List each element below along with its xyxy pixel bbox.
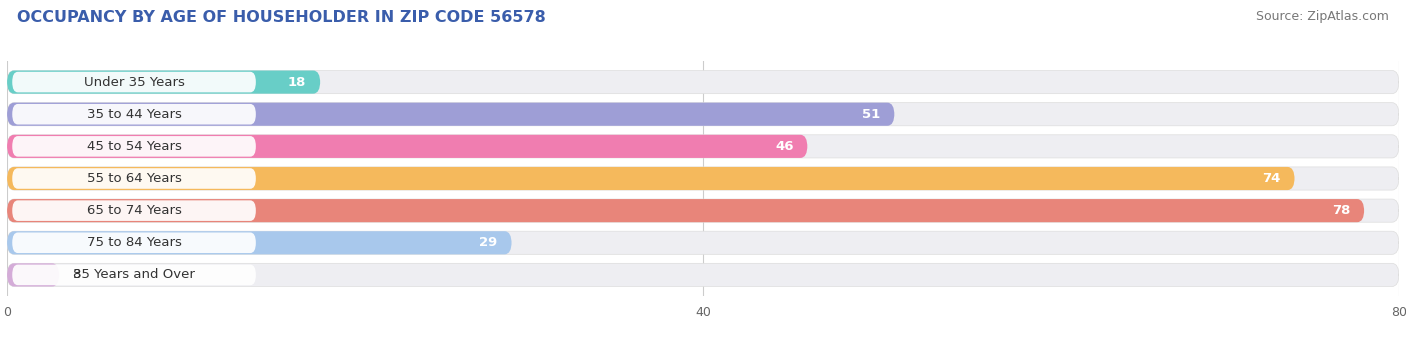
Text: Under 35 Years: Under 35 Years — [83, 75, 184, 89]
Text: 75 to 84 Years: 75 to 84 Years — [87, 236, 181, 249]
FancyBboxPatch shape — [7, 70, 321, 94]
Text: 78: 78 — [1331, 204, 1350, 217]
Text: 74: 74 — [1263, 172, 1281, 185]
Text: 35 to 44 Years: 35 to 44 Years — [87, 108, 181, 121]
FancyBboxPatch shape — [7, 103, 1399, 126]
Text: 45 to 54 Years: 45 to 54 Years — [87, 140, 181, 153]
FancyBboxPatch shape — [7, 264, 1399, 287]
FancyBboxPatch shape — [7, 199, 1364, 222]
FancyBboxPatch shape — [13, 104, 256, 124]
Text: 65 to 74 Years: 65 to 74 Years — [87, 204, 181, 217]
FancyBboxPatch shape — [7, 231, 1399, 254]
Text: 29: 29 — [479, 236, 498, 249]
FancyBboxPatch shape — [7, 135, 1399, 158]
FancyBboxPatch shape — [13, 265, 256, 285]
Text: OCCUPANCY BY AGE OF HOUSEHOLDER IN ZIP CODE 56578: OCCUPANCY BY AGE OF HOUSEHOLDER IN ZIP C… — [17, 10, 546, 25]
Text: 55 to 64 Years: 55 to 64 Years — [87, 172, 181, 185]
Text: 85 Years and Over: 85 Years and Over — [73, 268, 195, 282]
FancyBboxPatch shape — [7, 199, 1399, 222]
FancyBboxPatch shape — [13, 233, 256, 253]
Text: Source: ZipAtlas.com: Source: ZipAtlas.com — [1256, 10, 1389, 23]
FancyBboxPatch shape — [13, 72, 256, 92]
Text: 46: 46 — [775, 140, 793, 153]
Text: 3: 3 — [73, 268, 82, 282]
FancyBboxPatch shape — [7, 167, 1399, 190]
Text: 18: 18 — [288, 75, 307, 89]
FancyBboxPatch shape — [7, 135, 807, 158]
FancyBboxPatch shape — [7, 264, 59, 287]
FancyBboxPatch shape — [13, 168, 256, 189]
FancyBboxPatch shape — [13, 200, 256, 221]
FancyBboxPatch shape — [7, 70, 1399, 94]
Text: 51: 51 — [862, 108, 880, 121]
FancyBboxPatch shape — [7, 167, 1295, 190]
FancyBboxPatch shape — [7, 103, 894, 126]
FancyBboxPatch shape — [7, 231, 512, 254]
FancyBboxPatch shape — [13, 136, 256, 157]
